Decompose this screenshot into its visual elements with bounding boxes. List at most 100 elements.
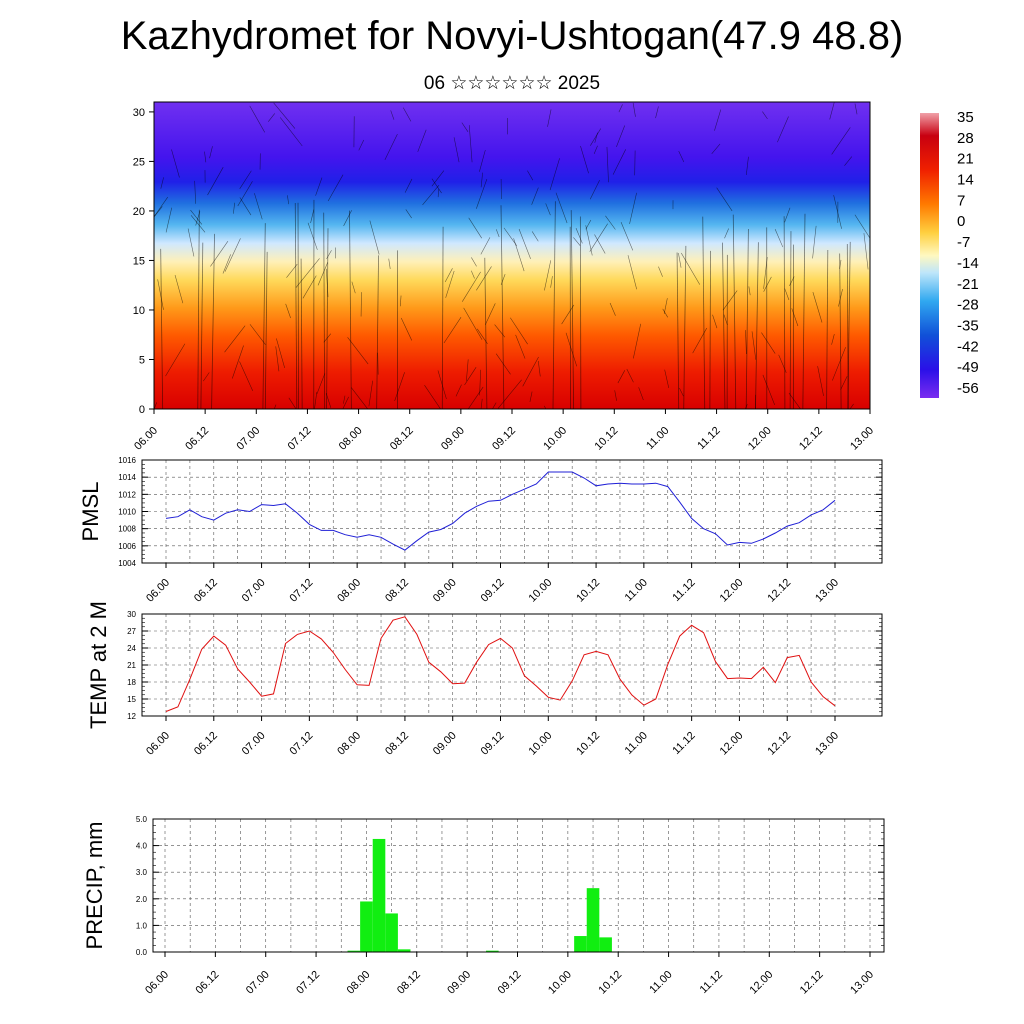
- x-tick-label: 13.00: [813, 730, 841, 758]
- y-tick-label: 1012: [118, 490, 136, 499]
- wind-barb: [174, 274, 184, 304]
- wind-barb: [515, 334, 526, 359]
- wind-barb: [589, 180, 600, 200]
- y-tick-label: 25: [133, 156, 145, 168]
- wind-barb: [165, 207, 173, 233]
- wind-barb: [287, 195, 289, 205]
- wind-barb: [160, 177, 164, 189]
- wind-barb: [431, 170, 445, 187]
- y-tick-label: 20: [133, 206, 145, 218]
- wind-field: [154, 102, 870, 409]
- wind-barb: [679, 387, 684, 397]
- y-axis-label: PMSL: [78, 482, 103, 542]
- precip-bar: [397, 949, 411, 952]
- wind-barb: [791, 308, 799, 327]
- precipitation-panel: 0.0 1.0 2.0 3.0 4.0 5.0 06.00 06.12 07.00 07.12 08…: [82, 815, 885, 997]
- wind-streak: [732, 214, 737, 409]
- wind-barb: [626, 368, 634, 383]
- wind-barb: [788, 392, 801, 409]
- x-tick-label: 12.12: [798, 969, 826, 997]
- wind-barb: [307, 222, 318, 250]
- wind-barb: [745, 330, 747, 354]
- x-tick-label: 06.00: [144, 730, 172, 758]
- wind-streak: [349, 210, 352, 409]
- x-tick-label: 13.00: [848, 969, 876, 997]
- x-tick-label: 07.12: [288, 730, 316, 758]
- chart-title: Kazhydromet for Novyi-Ushtogan(47.9 48.8…: [120, 14, 904, 58]
- x-tick-label: 13.00: [813, 577, 841, 605]
- x-tick-label: 12.12: [797, 425, 825, 453]
- wind-barb: [364, 408, 366, 409]
- x-tick-label: 07.00: [240, 730, 268, 758]
- wind-barb: [817, 366, 824, 397]
- wind-barb: [575, 228, 583, 244]
- wind-barb: [351, 387, 369, 409]
- wind-barb: [468, 217, 482, 239]
- wind-barb: [417, 129, 427, 152]
- wind-barb: [399, 295, 402, 307]
- y-tick-label: 30: [133, 107, 145, 119]
- wind-barb: [617, 370, 626, 384]
- wind-barb: [422, 184, 440, 206]
- x-tick-label: 09.12: [479, 730, 507, 758]
- y-axis-label: PRECIP, mm: [82, 822, 107, 950]
- y-tick-label: 1010: [118, 508, 136, 517]
- wind-barb: [585, 225, 593, 256]
- wind-barb: [464, 367, 477, 386]
- y-tick-label: 27: [127, 627, 136, 636]
- wind-barb: [453, 137, 460, 163]
- cross-section-panel: 0 5 10 15 20 25 30 06.00 06.12 07.00 07.12 08.00 08.…: [132, 101, 876, 453]
- wind-barb: [455, 384, 462, 397]
- wind-barb: [565, 332, 578, 367]
- x-tick-label: 11.12: [695, 425, 722, 452]
- wind-barb: [424, 385, 441, 409]
- wind-barb: [476, 266, 492, 291]
- wind-barb: [844, 156, 853, 166]
- wind-barb: [480, 398, 483, 409]
- wind-barb: [594, 234, 606, 254]
- x-tick-label: 06.00: [132, 425, 160, 453]
- y-tick-label: 0: [139, 404, 145, 416]
- wind-barb: [224, 238, 241, 272]
- panel-frame: [141, 459, 883, 564]
- wind-streak: [484, 257, 488, 409]
- wind-barb: [443, 316, 462, 344]
- x-tick-label: 10.12: [574, 577, 602, 605]
- wind-barb: [237, 181, 253, 207]
- wind-barb: [154, 206, 163, 218]
- precip-bar: [385, 913, 398, 952]
- wind-barb: [518, 228, 531, 259]
- wind-barb: [384, 134, 398, 161]
- wind-barb: [437, 189, 439, 198]
- y-tick-label: 1008: [118, 525, 136, 534]
- x-tick-label: 11.12: [670, 730, 697, 757]
- wind-streak: [211, 233, 215, 409]
- wind-barb: [616, 125, 626, 148]
- colorbar-gradient: [920, 113, 939, 398]
- wind-barb: [585, 219, 592, 230]
- wind-barb: [239, 361, 254, 391]
- wind-barb: [249, 105, 266, 133]
- colorbar-label: 7: [957, 192, 965, 209]
- wind-barb: [343, 395, 346, 404]
- x-tick-label: 10.00: [546, 969, 574, 997]
- wind-barb: [480, 237, 491, 255]
- wind-barb: [555, 192, 568, 224]
- wind-barb: [854, 214, 870, 239]
- wind-barb: [470, 270, 475, 279]
- x-tick-label: 09.00: [431, 577, 459, 605]
- x-tick-label: 11.12: [698, 969, 725, 996]
- wind-barb: [549, 158, 560, 191]
- x-tick-label: 11.12: [670, 577, 697, 604]
- x-tick-label: 12.00: [747, 969, 775, 997]
- wind-barb: [233, 202, 235, 214]
- wind-barb: [405, 209, 412, 219]
- wind-barb: [394, 372, 405, 402]
- wind-barb: [605, 215, 616, 230]
- wind-barb: [632, 102, 636, 117]
- wind-barb: [664, 369, 670, 388]
- x-tick-label: 12.00: [718, 730, 746, 758]
- y-tick-label: 15: [127, 695, 136, 704]
- wind-barb: [358, 139, 365, 151]
- x-tick-label: 08.12: [395, 969, 423, 997]
